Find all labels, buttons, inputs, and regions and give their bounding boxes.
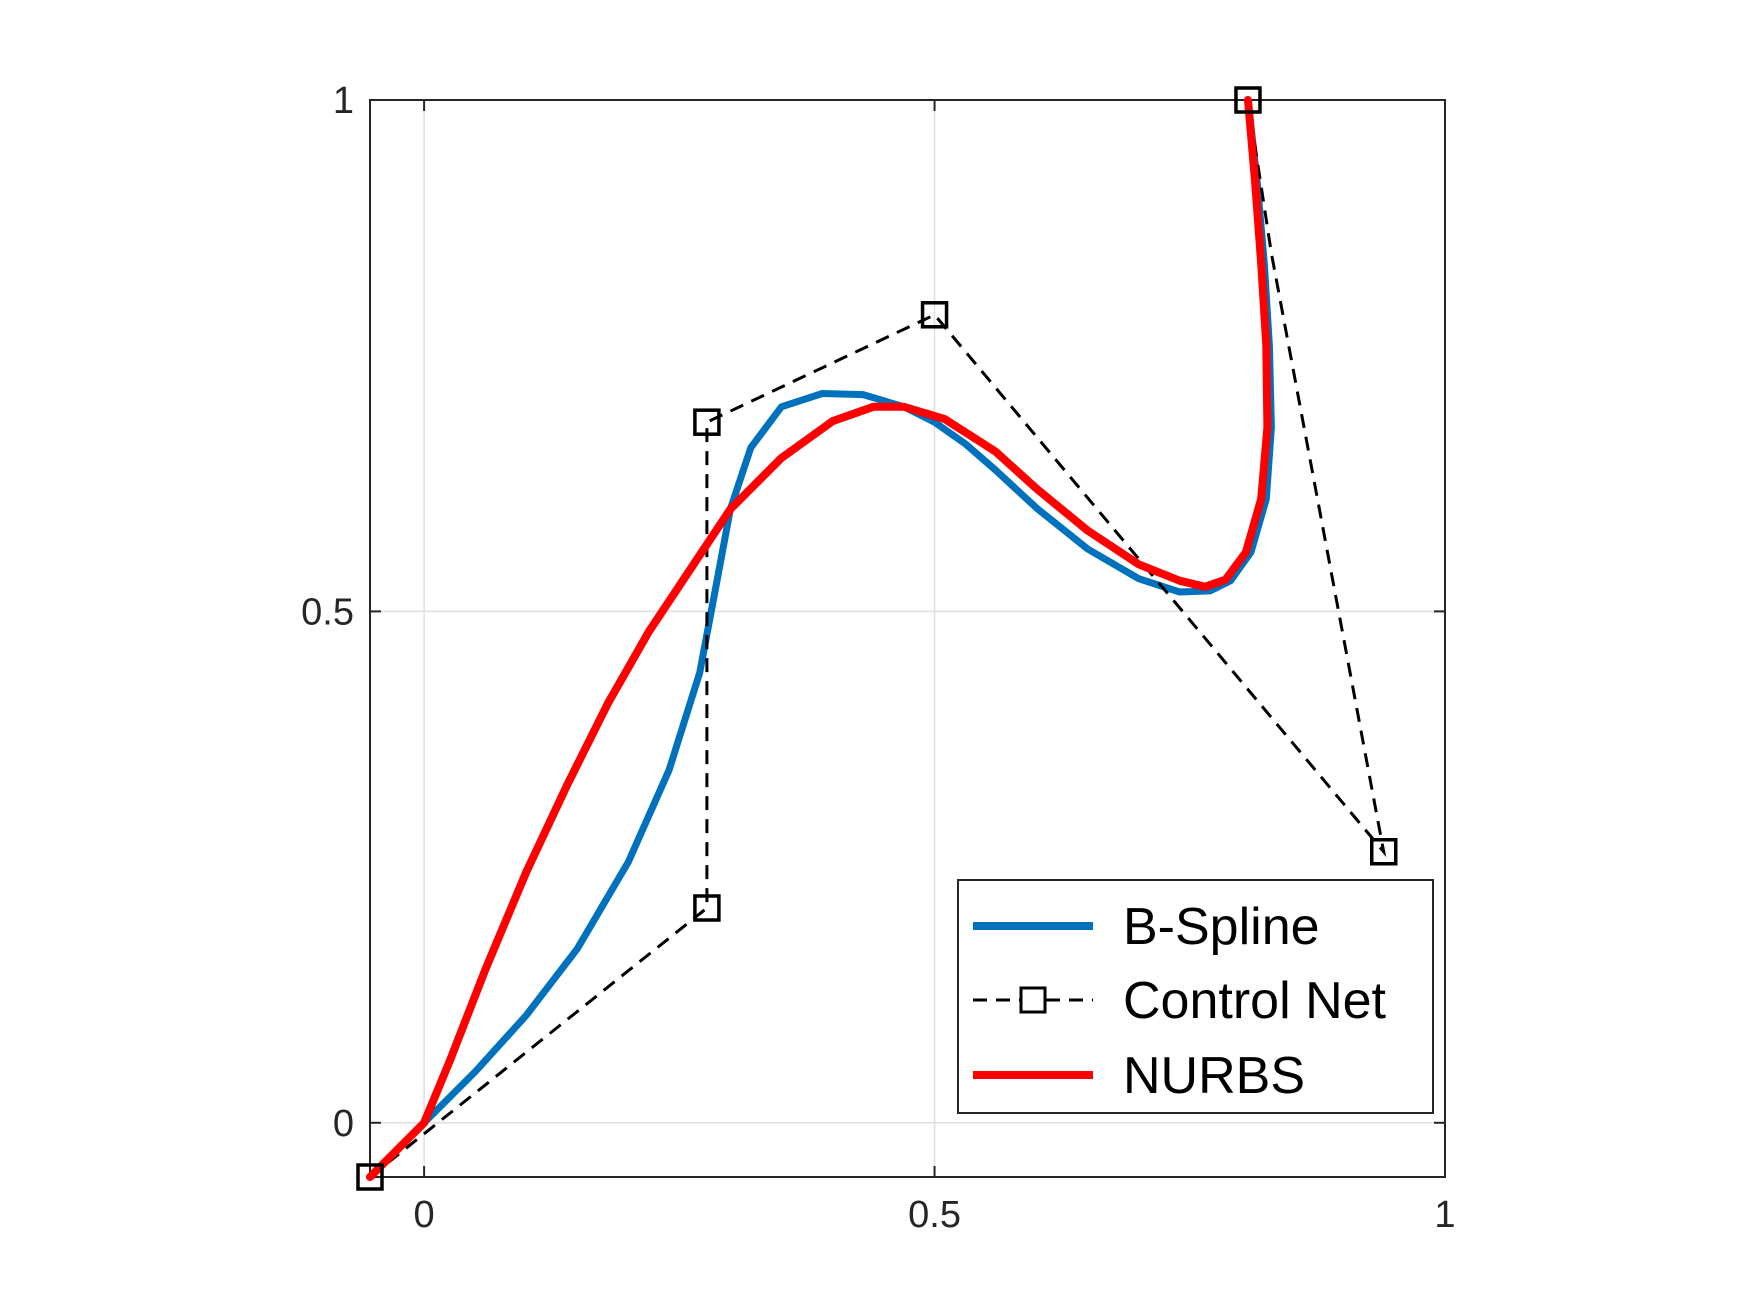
legend-label-bspline: B-Spline [1123,898,1320,956]
control-point-marker-7 [1234,86,1262,114]
y-tick-label-0: 0 [333,1103,354,1145]
legend-label-nurbs: NURBS [1123,1047,1305,1105]
axes-box [369,99,1446,1178]
x-tick-label-2: 1 [1434,1194,1455,1236]
axis-ticks: 0 0.5 1 0 0.5 1 [301,80,1455,1236]
series-nurbs-line [366,96,1272,1181]
x-tick-label-1: 0.5 [908,1194,961,1236]
control-point-marker-3 [920,301,949,329]
control-point-marker-2 [693,408,721,436]
x-tick-label-0: 0 [414,1194,435,1236]
control-point-marker-1 [693,894,721,922]
control-point-marker-0 [356,1163,384,1191]
y-tick-label-2: 1 [333,80,354,122]
y-tick-label-1: 0.5 [301,591,354,633]
legend-swatch-control-net-marker [1019,986,1047,1014]
series-bspline-line [366,96,1275,1181]
legend-label-control-net: Control Net [1123,972,1387,1030]
legend: B-Spline Control Net NURBS [957,879,1434,1114]
plot-series [356,86,1398,1191]
control-point-marker-4 [1369,838,1398,866]
